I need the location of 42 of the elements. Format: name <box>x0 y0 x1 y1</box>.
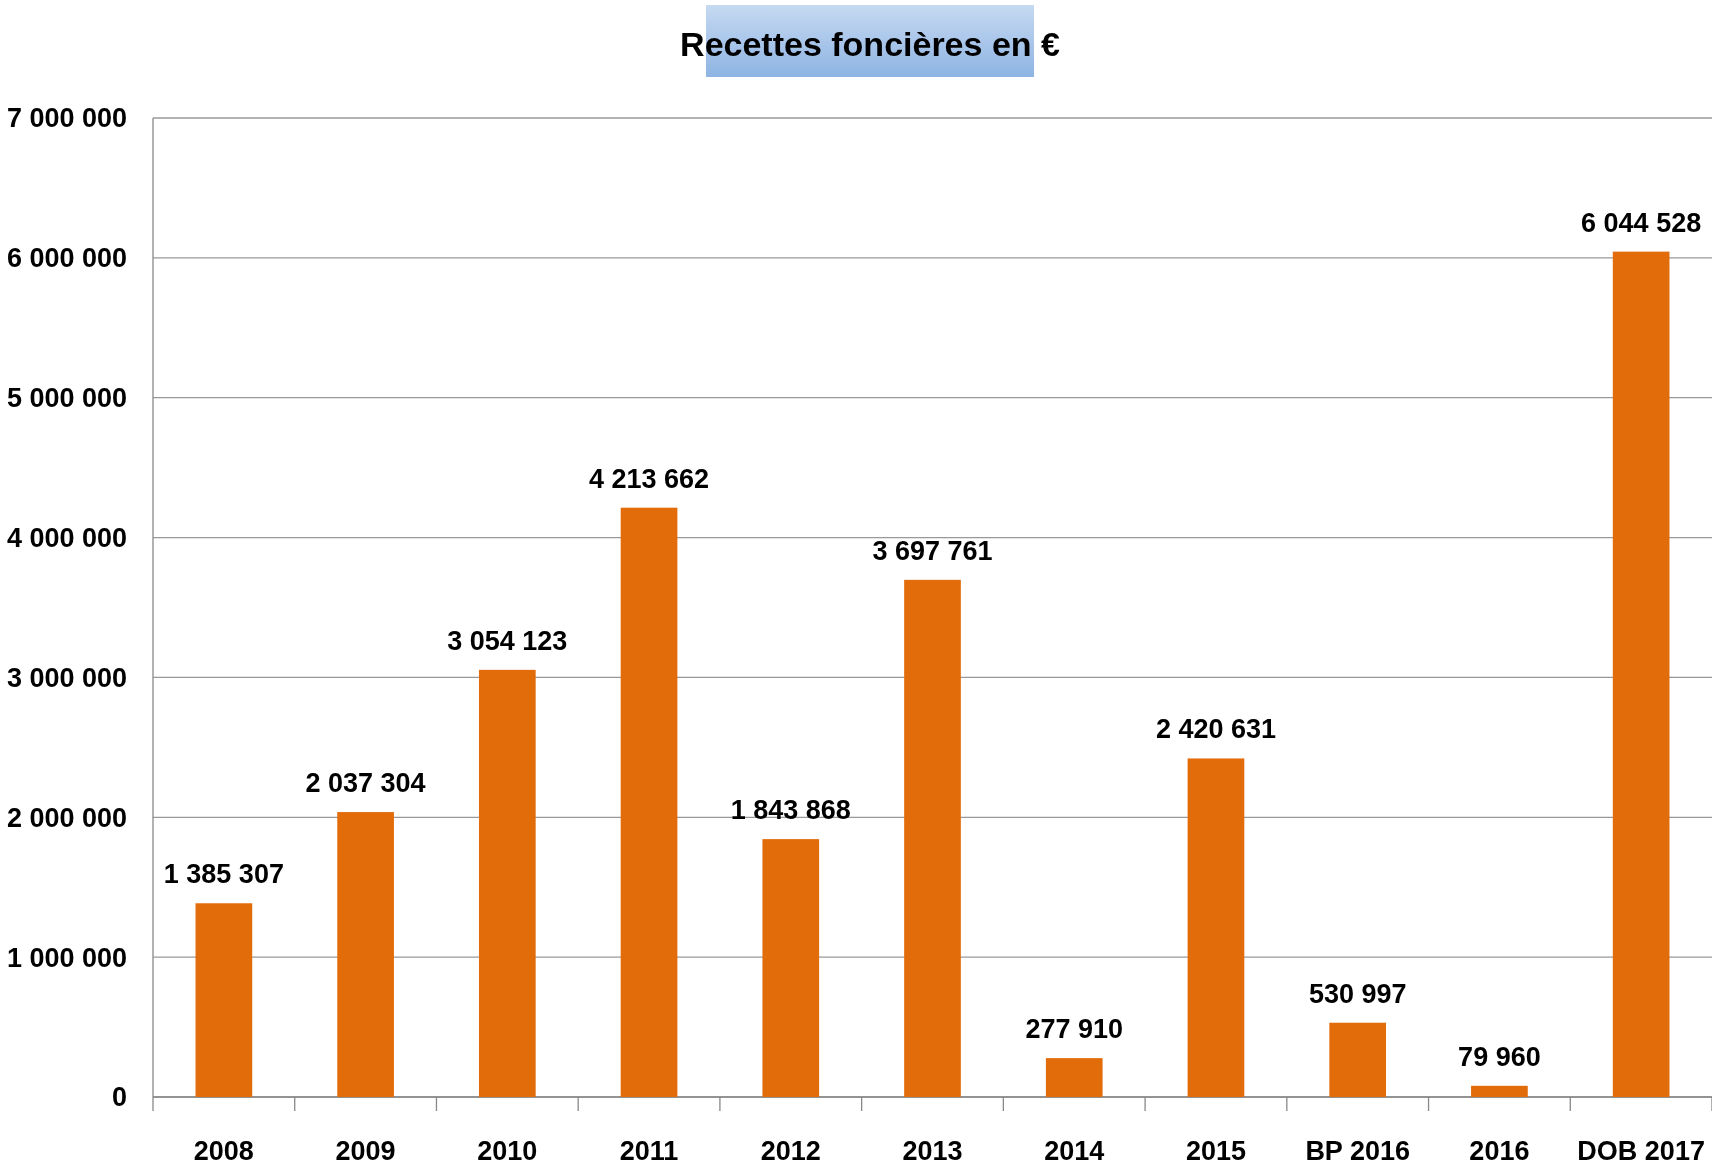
data-label: 3 697 761 <box>872 535 993 566</box>
data-label: 4 213 662 <box>588 463 710 494</box>
x-tick-label: 2011 <box>619 1136 679 1166</box>
y-tick-label: 5 000 000 <box>6 383 127 414</box>
bar <box>478 669 536 1097</box>
x-tick-label: 2012 <box>760 1136 821 1166</box>
x-tick-label: 2014 <box>1044 1136 1105 1166</box>
data-label: 79 960 <box>1458 1041 1541 1072</box>
data-label: 6 044 528 <box>1581 207 1702 238</box>
y-tick-label: 0 <box>111 1082 127 1113</box>
bar <box>1045 1058 1103 1097</box>
y-tick-label: 4 000 000 <box>6 523 127 554</box>
data-label: 1 843 868 <box>730 795 851 826</box>
x-tick-label: DOB 2017 <box>1577 1136 1705 1166</box>
bar <box>1187 758 1245 1097</box>
x-tick-label: 2013 <box>902 1136 963 1166</box>
bar <box>1329 1022 1387 1097</box>
y-tick-label: 2 000 000 <box>6 802 127 833</box>
bar <box>337 812 394 1097</box>
x-tick-label: BP 2016 <box>1305 1136 1410 1166</box>
data-label: 277 910 <box>1025 1014 1124 1045</box>
data-label: 530 997 <box>1308 978 1407 1009</box>
x-tick-label: 2010 <box>477 1136 538 1166</box>
y-tick-label: 3 000 000 <box>6 662 127 693</box>
y-tick-label: 7 000 000 <box>6 103 127 134</box>
bar <box>1471 1085 1528 1097</box>
bar <box>762 839 820 1097</box>
data-label: 2 420 631 <box>1155 714 1277 745</box>
bar <box>904 579 961 1097</box>
y-tick-label: 6 000 000 <box>6 243 127 274</box>
bar <box>620 507 678 1097</box>
chart-title: Recettes foncières en € <box>680 25 1061 63</box>
data-label: 3 054 123 <box>447 625 568 656</box>
y-tick-label: 1 000 000 <box>6 942 127 973</box>
bar <box>195 903 253 1097</box>
x-tick-label: 2015 <box>1185 1136 1246 1166</box>
x-tick-label: 2008 <box>193 1136 254 1166</box>
bar <box>1612 251 1670 1097</box>
data-label: 1 385 307 <box>163 859 284 890</box>
data-label: 2 037 304 <box>305 768 426 799</box>
x-tick-label: 2016 <box>1469 1136 1530 1166</box>
x-tick-label: 2009 <box>335 1136 396 1166</box>
